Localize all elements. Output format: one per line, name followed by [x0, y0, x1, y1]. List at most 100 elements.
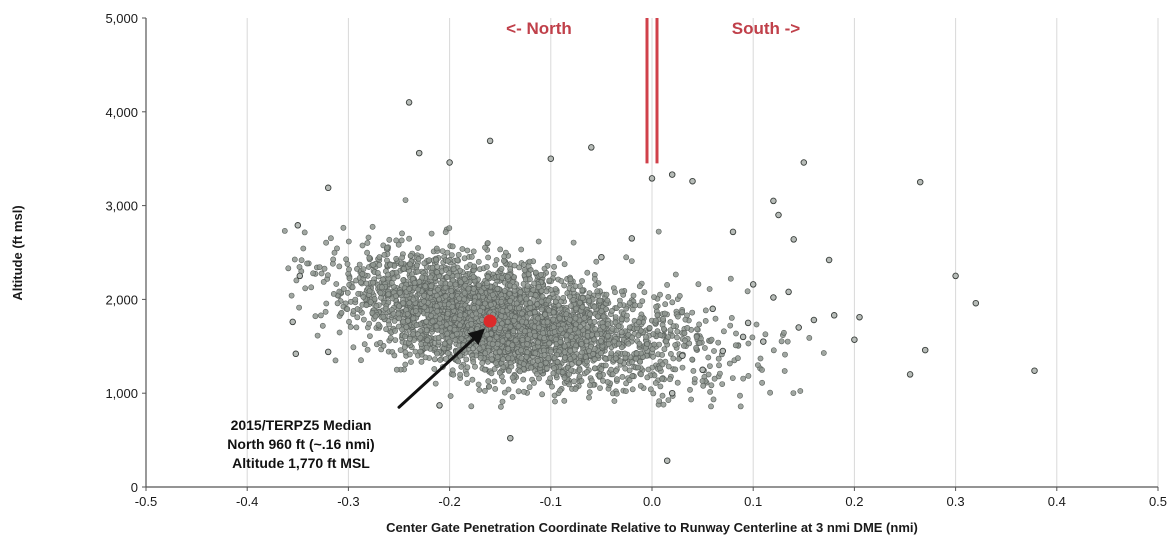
data-point [715, 355, 722, 362]
data-point [665, 397, 672, 403]
data-point [486, 137, 494, 145]
data-point [527, 331, 533, 338]
data-point [384, 244, 390, 251]
data-point [573, 305, 580, 312]
data-point [507, 298, 513, 304]
data-point [422, 354, 429, 361]
data-point [707, 363, 713, 369]
data-point [346, 275, 353, 282]
data-point [693, 333, 700, 340]
data-point [588, 144, 595, 151]
data-point [759, 366, 765, 373]
data-point [476, 345, 483, 352]
data-point [437, 357, 444, 363]
x-tick-label: 0.4 [1048, 494, 1066, 509]
data-point [653, 303, 659, 310]
data-point [414, 268, 421, 275]
x-tick-label: -0.3 [337, 494, 359, 509]
data-point [664, 281, 670, 288]
data-point [395, 241, 402, 248]
data-point [346, 266, 352, 273]
data-point [591, 356, 598, 363]
data-point [433, 256, 439, 263]
data-point [906, 371, 914, 378]
data-point [612, 314, 619, 320]
data-point [512, 337, 519, 344]
data-point [643, 334, 649, 340]
data-point [708, 336, 715, 343]
data-point [452, 281, 459, 288]
data-point [363, 280, 370, 287]
data-point [343, 256, 349, 263]
data-point [644, 341, 650, 347]
data-point [568, 367, 574, 373]
data-point [749, 334, 756, 341]
data-point [521, 267, 528, 273]
data-point [737, 403, 744, 410]
data-point [415, 286, 422, 293]
x-tick-label: 0.3 [947, 494, 965, 509]
data-point [546, 277, 553, 284]
data-point [406, 286, 413, 292]
data-point [719, 381, 726, 387]
data-point [411, 279, 418, 286]
data-point [434, 286, 441, 293]
data-point [567, 356, 574, 362]
data-point [656, 398, 663, 404]
data-point [728, 314, 735, 321]
data-point [487, 301, 494, 308]
data-point [521, 388, 527, 395]
data-point [645, 366, 652, 373]
data-point [659, 375, 665, 382]
data-point [294, 222, 302, 229]
data-point [423, 344, 430, 351]
data-point [301, 229, 308, 236]
data-point [450, 266, 457, 273]
data-point [359, 242, 366, 249]
data-point [656, 341, 662, 348]
data-point [760, 338, 767, 345]
data-point [475, 299, 482, 306]
data-point [500, 356, 506, 363]
data-point [428, 230, 435, 237]
data-point [485, 378, 492, 385]
data-point [406, 335, 413, 342]
data-point [403, 324, 410, 330]
data-point [404, 310, 411, 317]
data-point [500, 364, 507, 371]
data-point [770, 294, 777, 301]
data-point [483, 280, 490, 286]
data-point [567, 348, 574, 354]
data-point [652, 317, 659, 324]
data-point [552, 286, 559, 292]
data-point [611, 338, 618, 345]
data-point [377, 289, 384, 296]
data-point [735, 355, 741, 362]
data-point [659, 361, 666, 368]
data-point [669, 299, 676, 306]
data-point [611, 398, 618, 404]
data-point [458, 335, 465, 342]
data-point [397, 347, 404, 353]
data-point [679, 364, 686, 371]
data-point [629, 359, 635, 366]
data-point [633, 350, 640, 357]
data-point [675, 313, 681, 320]
data-point [573, 321, 579, 328]
data-point [492, 261, 499, 268]
data-point [609, 371, 616, 378]
data-point [363, 302, 370, 309]
data-point [567, 316, 573, 323]
data-point [705, 354, 712, 361]
data-point [542, 311, 548, 318]
data-point [719, 347, 727, 355]
data-point [370, 279, 376, 286]
data-point [531, 379, 537, 386]
data-point [641, 289, 648, 296]
data-point [549, 383, 555, 390]
data-point [662, 301, 669, 308]
data-point [431, 366, 438, 372]
data-point [366, 333, 373, 339]
data-point [636, 283, 643, 290]
data-point [575, 329, 582, 336]
